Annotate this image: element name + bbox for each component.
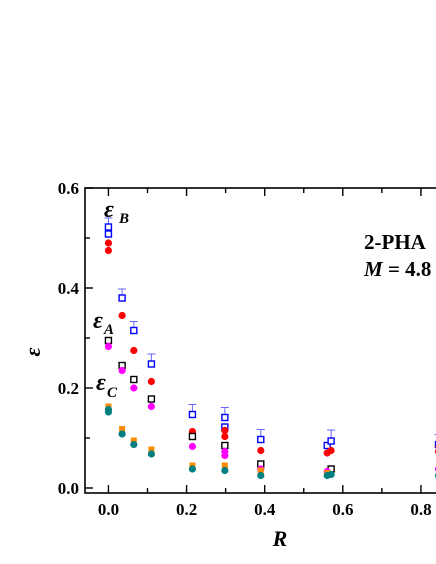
- x-tick-label: 0.2: [176, 500, 197, 519]
- data-point: [148, 446, 155, 453]
- x-tick-label: 0.0: [98, 500, 119, 519]
- data-point: [188, 410, 197, 419]
- data-point: [119, 426, 126, 432]
- series-label-a: ε A: [93, 308, 114, 338]
- plot-border: [84, 187, 436, 494]
- annotation-line1: 2-PHA: [364, 230, 427, 254]
- x-axis-title: R: [272, 526, 288, 551]
- annotation-variable: M: [363, 257, 384, 281]
- data-point: [104, 336, 113, 345]
- series-label-b-symbol: ε: [104, 197, 114, 223]
- data-point: [257, 471, 265, 480]
- data-point: [221, 432, 229, 441]
- series-label-c: ε C: [96, 370, 118, 401]
- data-point: [104, 239, 113, 247]
- data-point: [188, 432, 197, 441]
- axis-ticks: [85, 187, 422, 493]
- data-point: [221, 462, 228, 469]
- annotation-line2: M = 4.8: [363, 257, 431, 281]
- data-point: [257, 446, 265, 455]
- x-tick-label: 0.4: [254, 500, 276, 519]
- series-label-b-subscript: B: [118, 211, 129, 227]
- data-point: [130, 326, 138, 335]
- data-marks: [104, 217, 436, 480]
- data-point: [221, 451, 229, 460]
- data-point: [130, 375, 138, 384]
- data-point: [118, 366, 126, 375]
- series-label-a-symbol: ε: [93, 308, 103, 334]
- data-point: [327, 446, 335, 455]
- plot-frame: [84, 187, 436, 494]
- data-point: [104, 230, 113, 238]
- series-label-c-symbol: ε: [96, 370, 106, 396]
- data-point: [118, 294, 126, 302]
- data-point: [104, 342, 113, 351]
- data-point: [221, 441, 229, 450]
- data-point: [104, 246, 113, 255]
- y-tick-label: 0.2: [58, 379, 79, 398]
- y-tick-label: 0.4: [58, 279, 80, 298]
- annotation-value: = 4.8: [383, 257, 432, 281]
- data-point: [257, 435, 265, 444]
- data-point: [147, 360, 156, 368]
- data-point: [221, 413, 229, 422]
- data-point: [327, 437, 335, 445]
- data-point: [257, 467, 264, 474]
- data-point: [188, 465, 197, 473]
- data-point: [147, 450, 156, 458]
- data-point: [130, 437, 137, 444]
- data-point: [104, 223, 113, 231]
- data-point: [130, 440, 138, 449]
- x-tick-label: 0.8: [410, 500, 431, 519]
- data-point: [104, 408, 113, 416]
- data-point: [147, 402, 156, 411]
- series-4: [105, 403, 331, 476]
- series-label-c-subscript: C: [107, 385, 118, 401]
- series-label-a-subscript: A: [103, 322, 114, 338]
- data-point: [221, 466, 229, 475]
- series-2: [104, 336, 335, 473]
- y-tick-label: 0.6: [58, 179, 79, 198]
- data-point: [147, 395, 156, 403]
- x-tick-label: 0.6: [332, 500, 353, 519]
- data-point: [327, 470, 335, 479]
- series-5: [104, 405, 436, 480]
- data-point: [130, 346, 138, 355]
- data-point: [130, 384, 138, 392]
- data-point: [221, 426, 229, 435]
- y-axis-title: ε: [20, 347, 45, 356]
- series-label-b: ε B: [104, 197, 129, 227]
- data-point: [118, 311, 126, 320]
- data-point: [118, 430, 126, 438]
- data-point: [147, 377, 156, 386]
- tick-labels: 0.0 0.2 0.4 0.6 0.8 0.0 0.2 0.4 0.6: [58, 179, 432, 519]
- data-point: [323, 441, 331, 450]
- data-point: [188, 442, 197, 451]
- y-tick-label: 0.0: [58, 479, 79, 498]
